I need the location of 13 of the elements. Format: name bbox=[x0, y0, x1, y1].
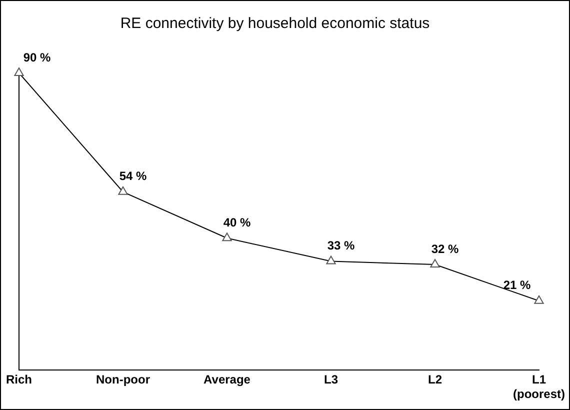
x-tick-label: L3 bbox=[324, 372, 338, 387]
data-label: 40 % bbox=[223, 215, 251, 230]
x-tick-label: L1 (poorest) bbox=[513, 372, 565, 402]
x-tick-label: L2 bbox=[428, 372, 442, 387]
data-label: 90 % bbox=[23, 50, 51, 64]
x-tick-label: Non-poor bbox=[96, 372, 150, 387]
chart-title: RE connectivity by household economic status bbox=[120, 15, 430, 32]
x-tick-label: Average bbox=[204, 372, 251, 387]
data-label: 32 % bbox=[431, 242, 459, 256]
data-label: 21 % bbox=[503, 278, 531, 292]
data-label: 54 % bbox=[119, 169, 147, 184]
data-label: 33 % bbox=[327, 238, 355, 253]
x-tick-label: Rich bbox=[6, 372, 32, 387]
